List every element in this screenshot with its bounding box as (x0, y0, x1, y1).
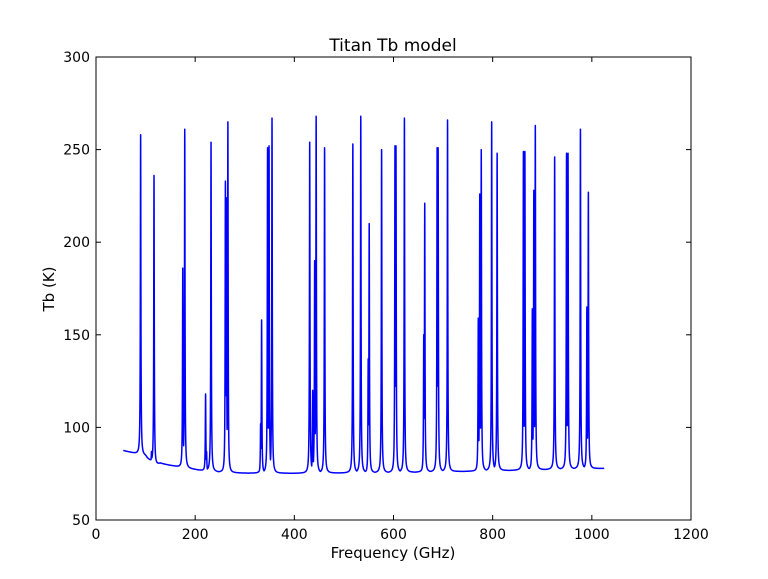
y-tick-label: 50 (72, 513, 90, 529)
x-tick-label: 1200 (673, 527, 709, 543)
x-tick-label: 200 (182, 527, 209, 543)
x-tick-label: 400 (281, 527, 308, 543)
y-tick-label: 300 (63, 50, 90, 66)
y-axis-title: Tb (K) (40, 267, 58, 313)
x-tick-label: 1000 (574, 527, 610, 543)
y-tick-label: 100 (63, 420, 90, 436)
plot-area (122, 115, 605, 474)
chart-title: Titan Tb model (328, 36, 456, 56)
x-tick-label: 600 (380, 527, 407, 543)
plot-frame (95, 56, 692, 521)
x-tick-label: 0 (92, 527, 101, 543)
y-tick-label: 250 (63, 143, 90, 159)
x-axis-title: Frequency (GHz) (331, 544, 456, 562)
y-tick-label: 200 (63, 235, 90, 251)
series-line (122, 115, 605, 474)
y-tick-label: 150 (63, 328, 90, 344)
x-tick-label: 800 (479, 527, 506, 543)
